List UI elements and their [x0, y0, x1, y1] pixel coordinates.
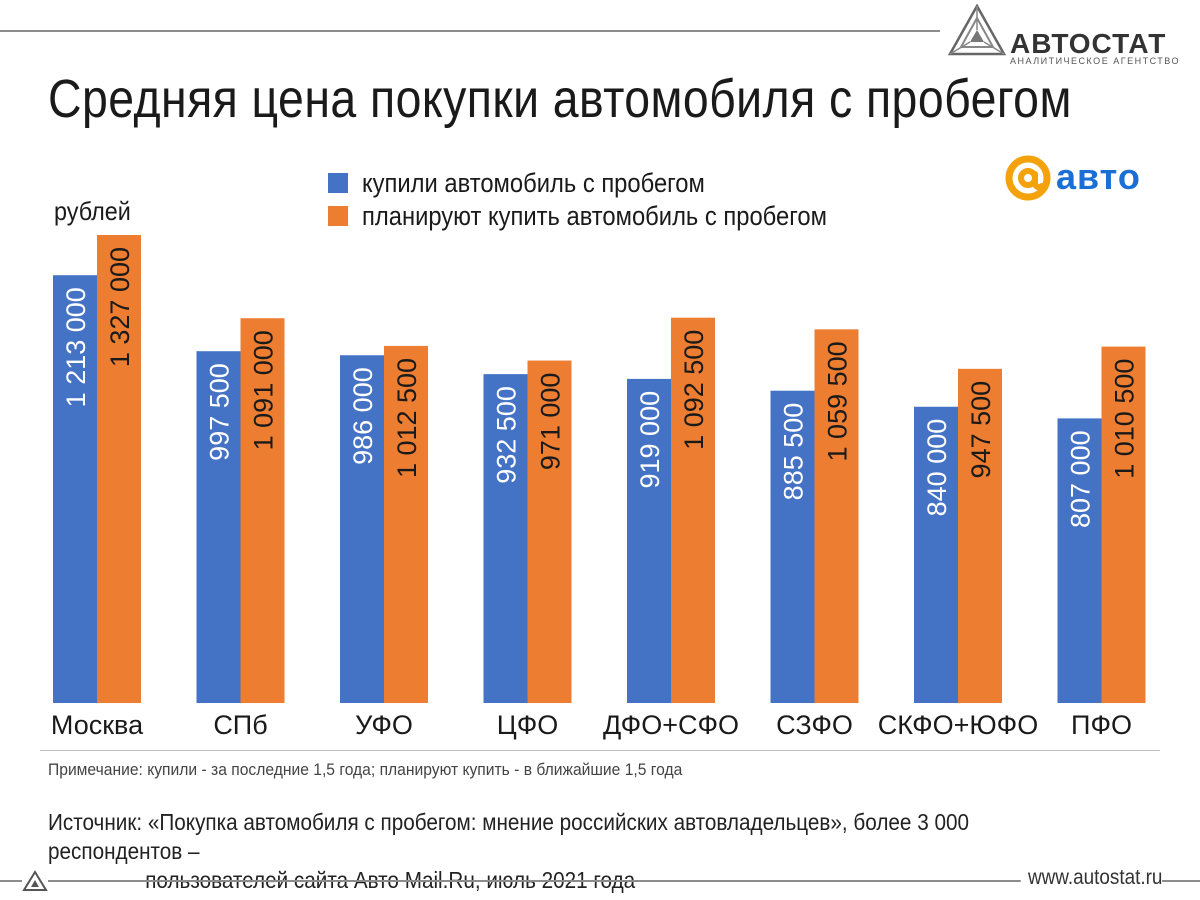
bar-planning [671, 317, 715, 703]
bar-planning [958, 368, 1002, 703]
legend-swatch-bought [328, 173, 348, 193]
data-label-planning: 947 500 [966, 381, 996, 479]
legend-swatch-planning [328, 206, 348, 226]
bar-planning [384, 345, 428, 703]
data-label-bought: 932 500 [492, 386, 522, 484]
bar-planning [97, 235, 141, 703]
partner-logo: авто [1004, 154, 1164, 204]
legend-label-planning: планируют купить автомобиль с пробегом [362, 200, 827, 231]
autostat-logo-icon [947, 3, 1007, 56]
bar-bought [1057, 418, 1102, 703]
at-sign-icon [1005, 155, 1051, 201]
data-label-bought: 1 213 000 [61, 287, 91, 407]
partner-name: авто [1056, 156, 1141, 197]
bar-bought [914, 406, 958, 703]
x-tick-label: ЦФО [497, 710, 559, 740]
bar-bought [53, 275, 97, 703]
x-tick-label: УФО [355, 710, 413, 740]
x-tick-label: СКФО+ЮФО [878, 710, 1038, 740]
data-label-planning: 971 000 [536, 373, 566, 471]
bar-bought [196, 351, 241, 703]
source-line-1: Источник: «Покупка автомобиля с пробегом… [48, 809, 969, 864]
x-tick-label: ДФО+СФО [603, 710, 739, 740]
data-label-bought: 840 000 [922, 419, 952, 517]
bar-bought [340, 355, 384, 703]
data-label-planning: 1 010 500 [1110, 359, 1140, 479]
bar-planning [814, 329, 859, 703]
data-label-bought: 986 000 [348, 367, 378, 465]
data-label-bought: 997 500 [205, 363, 235, 461]
data-label-planning: 1 092 500 [679, 330, 709, 450]
x-tick-label: СЗФО [776, 710, 853, 740]
bar-bought [483, 374, 528, 703]
data-label-planning: 1 059 500 [823, 341, 853, 461]
page-title: Средняя цена покупки автомобиля с пробег… [48, 69, 1072, 129]
y-axis-unit-label: рублей [54, 196, 131, 226]
data-label-planning: 1 327 000 [105, 247, 135, 367]
data-label-planning: 1 012 500 [392, 358, 422, 478]
bar-planning [527, 360, 572, 703]
legend-item-planning: планируют купить автомобиль с пробегом [328, 201, 890, 231]
bar-bought [770, 390, 815, 703]
brand-name: АВТОСТАТ [1010, 28, 1167, 59]
x-tick-label: ПФО [1071, 710, 1132, 740]
brand-subtitle: АНАЛИТИЧЕСКОЕ АГЕНТСТВО [1010, 56, 1180, 66]
data-label-planning: 1 091 000 [249, 330, 279, 450]
legend-item-bought: купили автомобиль с пробегом [328, 168, 752, 198]
x-tick-label: СПб [213, 710, 267, 740]
bar-chart: 1 213 000 1 327 000 Москва 997 500 1 091 000… [51, 235, 1146, 740]
note-rule [40, 750, 1160, 751]
legend-label-bought: купили автомобиль с пробегом [362, 167, 705, 198]
bar-planning [1101, 346, 1146, 703]
footer-triangle-icon [22, 870, 48, 892]
data-label-bought: 919 000 [635, 391, 665, 489]
bar-planning [240, 318, 285, 703]
header-rule [0, 30, 940, 32]
chart-note: Примечание: купили - за последние 1,5 го… [48, 760, 683, 779]
autostat-logo: АВТОСТАТ АНАЛИТИЧЕСКОЕ АГЕНТСТВО [946, 3, 1178, 66]
data-label-bought: 807 000 [1066, 430, 1096, 528]
x-tick-label: Москва [51, 710, 144, 740]
data-label-bought: 885 500 [779, 403, 809, 501]
footer-url-link[interactable]: www.autostat.ru [1020, 866, 1162, 890]
footer-rule [0, 880, 1200, 882]
bar-bought [627, 378, 671, 703]
